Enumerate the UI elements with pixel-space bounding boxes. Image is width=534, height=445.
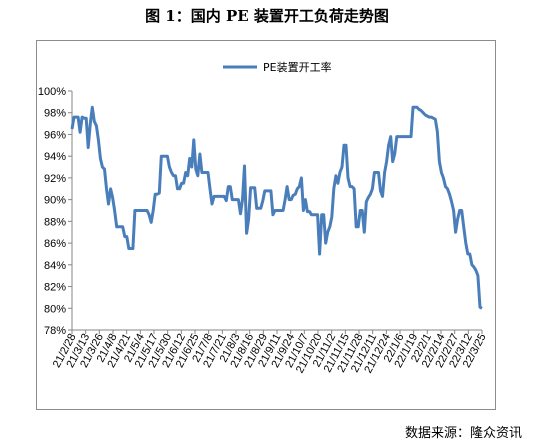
line-chart: 78%80%82%84%86%88%90%92%94%96%98%100%21/… [38, 60, 489, 375]
y-tick-label: 78% [44, 325, 66, 337]
y-tick-label: 80% [44, 303, 66, 315]
series-line-pe-operating-rate [70, 105, 483, 310]
y-tick-label: 98% [44, 108, 66, 120]
y-tick-label: 94% [44, 151, 66, 163]
y-tick-label: 90% [44, 195, 66, 207]
y-tick-label: 100% [38, 86, 66, 98]
y-tick-label: 84% [44, 260, 66, 272]
chart-frame: 78% 80% 82% 84% 86% 88% 90% 92% 94% 96% 98% 100% 21/… [36, 40, 496, 410]
y-tick-label: 88% [44, 216, 66, 228]
legend-label: PE装置开工率 [263, 60, 332, 74]
y-tick-label: 92% [44, 173, 66, 185]
y-tick-label: 96% [44, 129, 66, 141]
y-tick-label: 86% [44, 238, 66, 250]
data-source: 数据来源：隆众资讯 [404, 426, 522, 441]
figure-title: 图 1：国内 PE 装置开工负荷走势图 [145, 7, 389, 25]
y-tick-label: 82% [44, 282, 66, 294]
